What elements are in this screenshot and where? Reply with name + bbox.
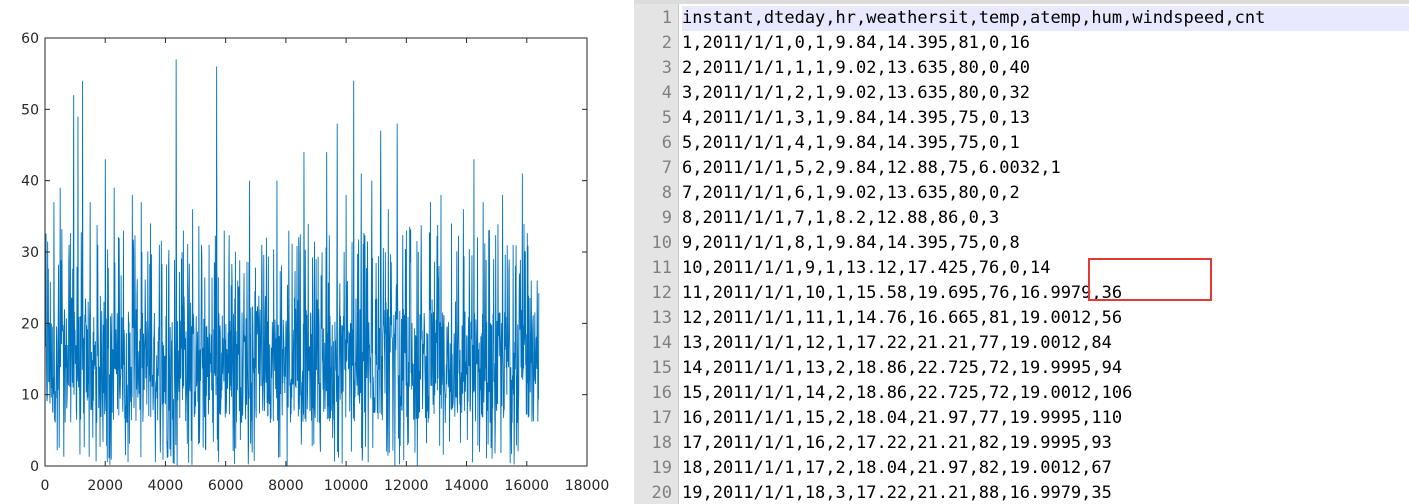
- x-tick-label: 4000: [148, 478, 184, 494]
- code-line[interactable]: 15,2011/1/1,14,2,18.86,22.725,72,19.0012…: [682, 383, 1133, 403]
- y-tick-label: 60: [21, 31, 39, 47]
- text-editor[interactable]: 1 2 3 4 5 6 7 8 9 10 11 12 13 14 15 16 17 18 19 20 instant,…: [634, 0, 1409, 504]
- x-tick-label: 16000: [505, 478, 550, 494]
- x-tick-label: 10000: [324, 478, 369, 494]
- line-number-gutter: 1 2 3 4 5 6 7 8 9 10 11 12 13 14 15 16 17 18 19 20: [634, 4, 679, 504]
- line-number: 16: [651, 383, 672, 403]
- line-number: 20: [651, 483, 672, 503]
- line-number: 17: [651, 408, 672, 428]
- chart-panel: 0 2000 4000 6000 8000 10000 12000 14000 16000 180…: [0, 0, 630, 504]
- code-line[interactable]: 10,2011/1/1,9,1,13.12,17.425,76,0,14: [682, 258, 1051, 278]
- line-number: 7: [661, 158, 672, 178]
- code-line[interactable]: 18,2011/1/1,17,2,18.04,21.97,82,19.0012,…: [682, 458, 1112, 478]
- x-tick-label: 8000: [268, 478, 304, 494]
- line-number: 1: [661, 8, 672, 28]
- code-line[interactable]: 12,2011/1/1,11,1,14.76,16.665,81,19.0012…: [682, 308, 1123, 328]
- line-number: 18: [651, 433, 672, 453]
- line-number: 15: [651, 358, 672, 378]
- line-number: 19: [651, 458, 672, 478]
- line-number: 10: [651, 233, 672, 253]
- line-number: 14: [651, 333, 672, 353]
- y-tick-label: 20: [21, 316, 39, 332]
- tick-labels: 0 2000 4000 6000 8000 10000 12000 14000 16000 180…: [21, 31, 609, 494]
- code-line[interactable]: 11,2011/1/1,10,1,15.58,19.695,76,16.9979…: [682, 283, 1123, 303]
- line-number: 9: [661, 208, 672, 228]
- code-line[interactable]: 13,2011/1/1,12,1,17.22,21.21,77,19.0012,…: [682, 333, 1112, 353]
- y-tick-label: 10: [21, 388, 39, 404]
- editor-top-border: [634, 0, 1409, 4]
- line-number: 11: [651, 258, 672, 278]
- code-line[interactable]: 5,2011/1/1,4,1,9.84,14.395,75,0,1: [682, 133, 1020, 153]
- line-number: 4: [661, 83, 672, 103]
- code-line[interactable]: 8,2011/1/1,7,1,8.2,12.88,86,0,3: [682, 208, 1000, 228]
- code-line[interactable]: 6,2011/1/1,5,2,9.84,12.88,75,6.0032,1: [682, 158, 1061, 178]
- line-number: 13: [651, 308, 672, 328]
- x-tick-label: 6000: [208, 478, 244, 494]
- y-tick-label: 0: [30, 459, 39, 475]
- code-line[interactable]: 17,2011/1/1,16,2,17.22,21.21,82,19.9995,…: [682, 433, 1112, 453]
- code-line[interactable]: 16,2011/1/1,15,2,18.04,21.97,77,19.9995,…: [682, 408, 1123, 428]
- y-tick-label: 50: [21, 102, 39, 118]
- line-number: 5: [661, 108, 672, 128]
- code-line[interactable]: 14,2011/1/1,13,2,18.86,22.725,72,19.9995…: [682, 358, 1123, 378]
- line-number: 6: [661, 133, 672, 153]
- x-tick-label: 14000: [444, 478, 489, 494]
- code-line[interactable]: 1,2011/1/1,0,1,9.84,14.395,81,0,16: [682, 33, 1030, 53]
- y-tick-label: 30: [21, 245, 39, 261]
- x-tick-label: 2000: [87, 478, 123, 494]
- series-line: [44, 59, 540, 466]
- series-line-group: [44, 59, 540, 466]
- x-tick-label: 0: [41, 478, 50, 494]
- line-number: 3: [661, 58, 672, 78]
- code-line[interactable]: 4,2011/1/1,3,1,9.84,14.395,75,0,13: [682, 108, 1030, 128]
- current-line[interactable]: instant,dteday,hr,weathersit,temp,atemp,…: [682, 6, 1409, 31]
- code-line[interactable]: 9,2011/1/1,8,1,9.84,14.395,75,0,8: [682, 233, 1020, 253]
- line-chart: 0 2000 4000 6000 8000 10000 12000 14000 16000 180…: [21, 31, 609, 494]
- axes: [44, 37, 588, 467]
- y-tick-label: 40: [21, 174, 39, 190]
- line-number: 12: [651, 283, 672, 303]
- line-number: 8: [661, 183, 672, 203]
- line-number: 2: [661, 33, 672, 53]
- code-line[interactable]: 19,2011/1/1,18,3,17.22,21.21,88,16.9979,…: [682, 483, 1112, 503]
- code-line[interactable]: 2,2011/1/1,1,1,9.02,13.635,80,0,40: [682, 58, 1030, 78]
- code-line[interactable]: 7,2011/1/1,6,1,9.02,13.635,80,0,2: [682, 183, 1020, 203]
- x-tick-label: 18000: [565, 478, 610, 494]
- x-tick-label: 12000: [384, 478, 429, 494]
- code-line[interactable]: 3,2011/1/1,2,1,9.02,13.635,80,0,32: [682, 83, 1030, 103]
